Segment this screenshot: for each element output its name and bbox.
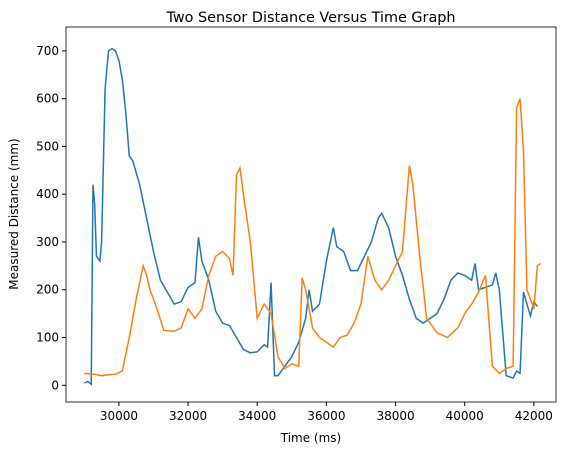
y-axis-label: Measured Distance (mm) bbox=[7, 138, 21, 289]
series-line bbox=[84, 98, 542, 377]
x-tick-label: 42000 bbox=[515, 409, 553, 423]
x-axis-label: Time (ms) bbox=[280, 431, 342, 445]
x-tick-label: 38000 bbox=[376, 409, 414, 423]
plot-frame bbox=[65, 26, 557, 403]
y-tick-label: 0 bbox=[51, 378, 59, 392]
x-tick-label: 40000 bbox=[446, 409, 484, 423]
chart-title: Two Sensor Distance Versus Time Graph bbox=[165, 10, 455, 26]
x-tick-label: 30000 bbox=[100, 409, 138, 423]
y-tick-label: 400 bbox=[36, 187, 59, 201]
x-tick-label: 34000 bbox=[238, 409, 276, 423]
x-tick-label: 36000 bbox=[307, 409, 345, 423]
x-tick-label: 32000 bbox=[169, 409, 207, 423]
y-tick-label: 500 bbox=[36, 139, 59, 153]
y-tick-label: 600 bbox=[36, 92, 59, 106]
series-line bbox=[84, 47, 538, 386]
y-tick-label: 300 bbox=[36, 235, 59, 249]
y-tick-label: 200 bbox=[36, 283, 59, 297]
y-tick-label: 100 bbox=[36, 331, 59, 345]
y-tick-label: 700 bbox=[36, 44, 59, 58]
